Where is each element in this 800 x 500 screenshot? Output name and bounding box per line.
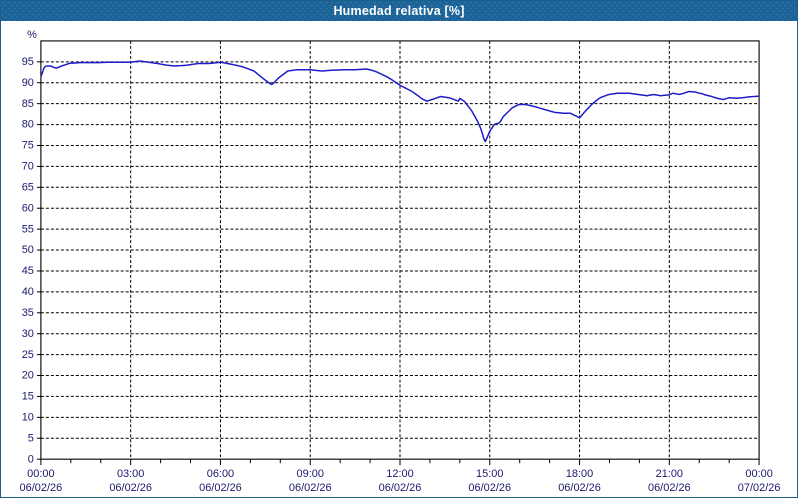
svg-text:06/02/26: 06/02/26 [558,482,601,494]
svg-text:06/02/26: 06/02/26 [468,482,511,494]
svg-text:95: 95 [22,56,34,68]
svg-text:06/02/26: 06/02/26 [199,482,242,494]
svg-text:00:00: 00:00 [27,468,54,480]
svg-text:00:00: 00:00 [745,468,772,480]
svg-text:12:00: 12:00 [386,468,413,480]
svg-text:55: 55 [22,223,34,235]
svg-text:15: 15 [22,391,34,403]
svg-text:06/02/26: 06/02/26 [289,482,332,494]
svg-text:06/02/26: 06/02/26 [20,482,63,494]
svg-text:06/02/26: 06/02/26 [109,482,152,494]
svg-text:06:00: 06:00 [207,468,234,480]
svg-text:40: 40 [22,286,34,298]
svg-text:65: 65 [22,181,34,193]
svg-text:06/02/26: 06/02/26 [648,482,691,494]
svg-text:45: 45 [22,265,34,277]
svg-text:80: 80 [22,119,34,131]
svg-text:35: 35 [22,307,34,319]
svg-text:75: 75 [22,140,34,152]
svg-text:85: 85 [22,98,34,110]
svg-text:18:00: 18:00 [566,468,593,480]
svg-text:21:00: 21:00 [656,468,683,480]
svg-text:09:00: 09:00 [297,468,324,480]
svg-text:07/02/26: 07/02/26 [738,482,781,494]
svg-text:50: 50 [22,244,34,256]
svg-text:70: 70 [22,161,34,173]
svg-text:06/02/26: 06/02/26 [379,482,422,494]
svg-text:25: 25 [22,349,34,361]
svg-text:60: 60 [22,202,34,214]
svg-text:30: 30 [22,328,34,340]
svg-text:5: 5 [28,432,34,444]
svg-text:10: 10 [22,412,34,424]
svg-text:0: 0 [28,453,34,465]
svg-text:15:00: 15:00 [476,468,503,480]
svg-text:90: 90 [22,77,34,89]
svg-text:03:00: 03:00 [117,468,144,480]
svg-text:20: 20 [22,370,34,382]
svg-text:%: % [27,29,37,41]
